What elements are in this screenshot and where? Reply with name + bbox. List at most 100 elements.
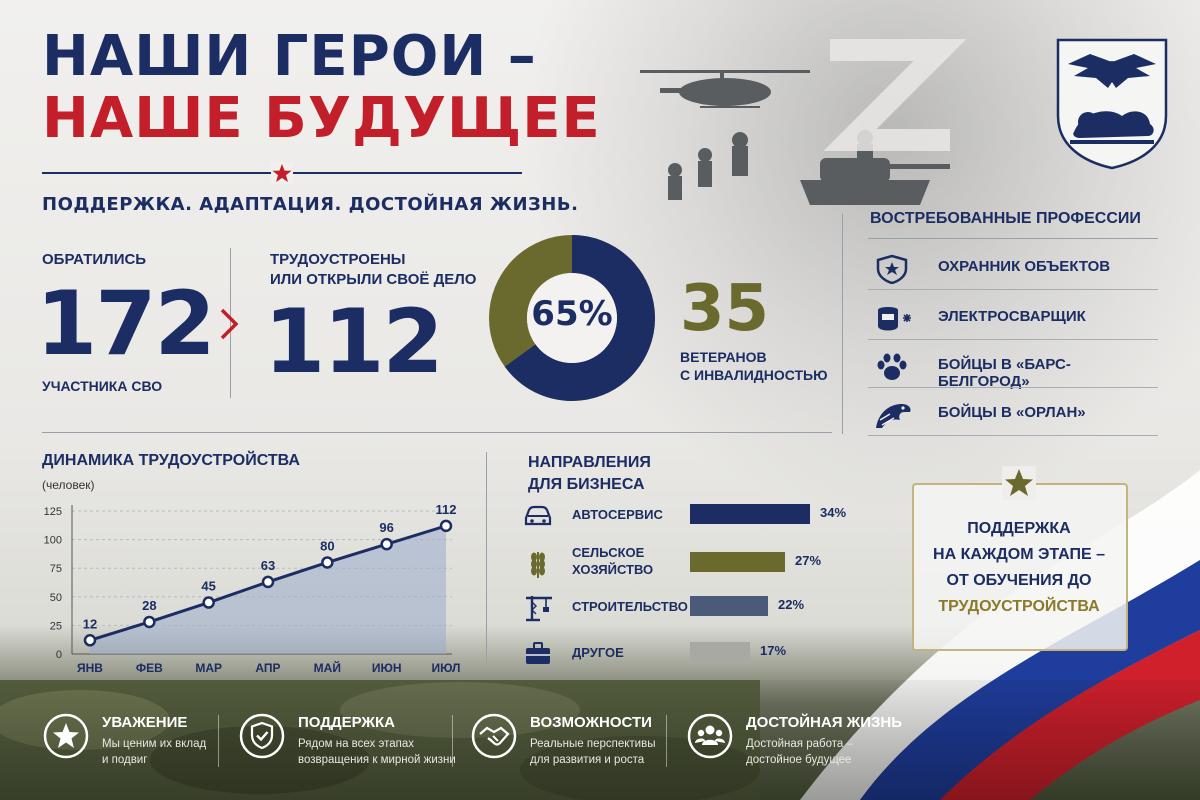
data-point (321, 556, 334, 569)
business-bar (690, 642, 750, 662)
chart-divider (486, 452, 487, 662)
business-name-2: ХОЗЯЙСТВО (572, 562, 654, 577)
professions-title: ВОСТРЕБОВАННЫЕ ПРОФЕССИИ (870, 210, 1141, 227)
data-point (439, 519, 453, 533)
disabled-veterans-caption: ВЕТЕРАНОВ С ИНВАЛИДНОСТЬЮ (680, 348, 828, 384)
business-row: АВТОСЕРВИС 34% (520, 496, 860, 536)
y-tick-label: 75 (50, 563, 62, 575)
footer-subtitle: Реальные перспективы для развития и рост… (530, 736, 655, 768)
employment-donut (489, 235, 655, 401)
disabled-veterans-value: 35 (680, 272, 770, 346)
car-icon (524, 505, 552, 526)
employed-label-1: ТРУДОУСТРОЕНЫ (270, 251, 406, 268)
handshake-icon (471, 713, 517, 759)
footer-title: УВАЖЕНИЕ (102, 714, 188, 731)
title-line-1: НАШИ ГЕРОИ – (42, 24, 537, 89)
business-row: СЕЛЬСКОЕ ХОЗЯЙСТВО 27% (520, 544, 860, 584)
profession-label: ОХРАННИК ОБЪЕКТОВ (938, 258, 1111, 275)
camo-band (0, 680, 1200, 800)
support-line-3: ОТ ОБУЧЕНИЯ ДО (946, 572, 1092, 589)
footer-sub-2: возвращения к мирной жизни (298, 754, 456, 766)
footer-sub-1: Рядом на всех этапах (298, 738, 415, 750)
applied-value: 172 (36, 272, 216, 375)
footer-divider (666, 715, 667, 767)
military-silhouettes (640, 39, 967, 205)
footer-title: ДОСТОЙНАЯ ЖИЗНЬ (746, 714, 903, 731)
data-label: 112 (436, 502, 457, 517)
data-label: 96 (379, 520, 393, 535)
business-name: СТРОИТЕЛЬСТВО (572, 599, 688, 614)
x-tick-label: ИЮН (372, 661, 402, 675)
business-name: СЕЛЬСКОЕ ХОЗЯЙСТВО (572, 544, 653, 578)
business-name-1: СЕЛЬСКОЕ (572, 545, 645, 560)
profession-label: БОЙЦЫ В «ОРЛАН» (938, 404, 1086, 421)
professions-title-rule (868, 238, 1158, 239)
footer-subtitle: Рядом на всех этапах возвращения к мирно… (298, 736, 456, 768)
support-callout-box (912, 483, 1128, 651)
chart-title: ДИНАМИКА ТРУДОУСТРОЙСТВА (42, 452, 300, 469)
footer-divider (218, 715, 219, 767)
data-label: 80 (320, 538, 334, 553)
star-icon (1002, 466, 1036, 500)
y-tick-label: 100 (44, 535, 62, 547)
coat-of-arms-emblem (1056, 38, 1168, 170)
area-fill (90, 525, 446, 654)
profession-rule (868, 387, 1158, 388)
footer-subtitle: Достойная работа – достойное будущее (746, 736, 853, 768)
welder-mask-icon (878, 307, 911, 331)
paw-icon (877, 353, 907, 380)
footer-sub-1: Реальные перспективы (530, 738, 656, 750)
profession-label: БОЙЦЫ В «БАРС-БЕЛГОРОД» (938, 356, 1071, 390)
series-line (89, 524, 447, 642)
disabled-caption-1: ВЕТЕРАНОВ (680, 349, 767, 365)
footer-title: ВОЗМОЖНОСТИ (530, 714, 652, 731)
page-title: НАШИ ГЕРОИ – НАШЕ БУДУЩЕЕ (42, 26, 601, 150)
business-value: 17% (760, 643, 787, 658)
business-row: СТРОИТЕЛЬСТВО 22% (520, 588, 860, 628)
footer-sub-2: достойное будущее (746, 754, 852, 766)
business-value: 22% (778, 597, 805, 612)
business-title: НАПРАВЛЕНИЯ ДЛЯ БИЗНЕСА (528, 452, 651, 496)
subtitle: ПОДДЕРЖКА. АДАПТАЦИЯ. ДОСТОЙНАЯ ЖИЗНЬ. (42, 194, 579, 215)
profession-item: ОХРАННИК ОБЪЕКТОВ (868, 246, 1160, 290)
x-tick-label: МАЙ (314, 660, 341, 675)
employed-value: 112 (264, 290, 444, 393)
support-line-4: ТРУДОУСТРОЙСТВА (938, 598, 1100, 615)
footer-sub-1: Мы ценим их вклад (102, 738, 207, 750)
chart-unit-label: (человек) (42, 478, 95, 492)
star-icon (43, 713, 89, 759)
people-icon (687, 713, 733, 759)
x-tick-label: ИЮЛ (432, 661, 461, 675)
data-label: 63 (261, 558, 275, 573)
business-bar (690, 504, 810, 524)
footer-subtitle: Мы ценим их вклад и подвиг (102, 736, 206, 768)
data-label: 45 (201, 579, 215, 594)
business-name: ДРУГОЕ (572, 645, 624, 660)
business-value: 34% (820, 505, 847, 520)
data-point (261, 575, 275, 589)
profession-rule (868, 289, 1158, 290)
crane-icon (526, 596, 552, 622)
eagle-icon (876, 404, 911, 428)
data-label: 28 (142, 598, 156, 613)
x-tick-label: ФЕВ (136, 661, 163, 675)
footer-sub-1: Достойная работа – (746, 738, 853, 750)
profession-rule (868, 435, 1158, 436)
x-tick-label: ЯНВ (77, 661, 103, 675)
shield-check-icon (239, 713, 285, 759)
shield-star-icon (876, 254, 908, 284)
x-tick-label: АПР (255, 661, 280, 675)
profession-item: ЭЛЕКТРОСВАРЩИК (868, 296, 1160, 340)
business-name: АВТОСЕРВИС (572, 507, 663, 522)
profession-label: ЭЛЕКТРОСВАРЩИК (938, 308, 1086, 325)
professions-divider (842, 214, 843, 434)
y-tick-label: 0 (56, 649, 62, 661)
donut-share (489, 235, 655, 401)
briefcase-icon (526, 642, 550, 664)
chevron-right-icon (220, 308, 239, 340)
profession-item: БОЙЦЫ В «БАРС-БЕЛГОРОД» (868, 344, 1160, 390)
y-tick-label: 50 (50, 592, 62, 604)
business-title-2: ДЛЯ БИЗНЕСА (528, 476, 645, 493)
y-tick-label: 125 (44, 506, 62, 518)
footer-divider (452, 715, 453, 767)
